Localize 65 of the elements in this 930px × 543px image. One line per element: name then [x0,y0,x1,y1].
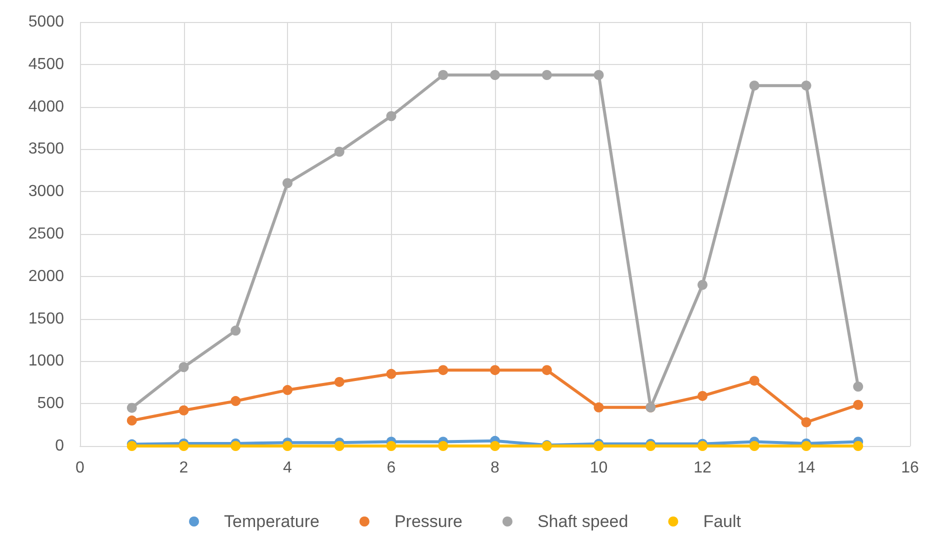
point [646,441,656,451]
y-tick-label: 4000 [28,98,64,116]
y-tick-label: 1000 [28,352,64,370]
point [334,441,344,451]
x-tick-label: 14 [797,460,816,476]
point [178,362,189,372]
point [853,400,864,410]
point [386,111,396,122]
x-tick-label: 4 [283,460,292,476]
point [542,70,552,80]
point [230,396,241,406]
point [542,365,552,376]
point [698,441,708,451]
point [801,417,812,428]
legend-label: Shaft speed [537,512,628,531]
x-tick-label: 10 [590,460,608,476]
point [749,376,760,386]
point [594,402,604,412]
y-tick-label: 0 [55,438,64,454]
point [749,441,760,451]
y-tick-label: 2500 [28,226,64,242]
y-tick-label: 500 [37,395,64,412]
point [126,416,137,426]
y-tick-label: 4500 [28,56,64,73]
y-tick-label: 5000 [28,14,64,30]
y-tick-label: 2000 [28,268,64,285]
point [126,402,137,413]
x-tick-label: 8 [490,460,500,476]
point [178,405,189,416]
point [490,70,500,80]
point [853,382,864,392]
point [801,80,812,91]
point [282,441,292,451]
point [282,178,292,188]
point [490,365,500,376]
point [282,385,292,396]
point [178,441,189,451]
x-tick-label: 0 [76,460,85,476]
point [386,441,396,451]
point [334,146,344,157]
point [594,441,604,451]
y-tick-label: 3000 [28,183,64,200]
y-tick-label: 1500 [28,310,64,328]
point [334,376,344,387]
point [230,441,241,451]
x-tick-label: 6 [386,460,396,476]
point [438,70,448,80]
x-tick-label: 16 [901,460,919,476]
point [230,326,241,336]
y-tick-label: 3500 [28,140,64,158]
x-tick-label: 2 [179,460,188,476]
point [386,368,396,379]
point [801,441,812,451]
x-tick-label: 12 [694,460,712,476]
point [490,441,500,451]
legend-label: Fault [703,512,742,531]
point [853,441,864,451]
point [749,80,760,91]
point [438,365,448,376]
point [594,70,604,80]
point [698,390,708,401]
legend-label: Temperature [224,512,320,531]
point [698,280,708,290]
point [438,441,448,451]
legend-label: Pressure [394,512,462,531]
